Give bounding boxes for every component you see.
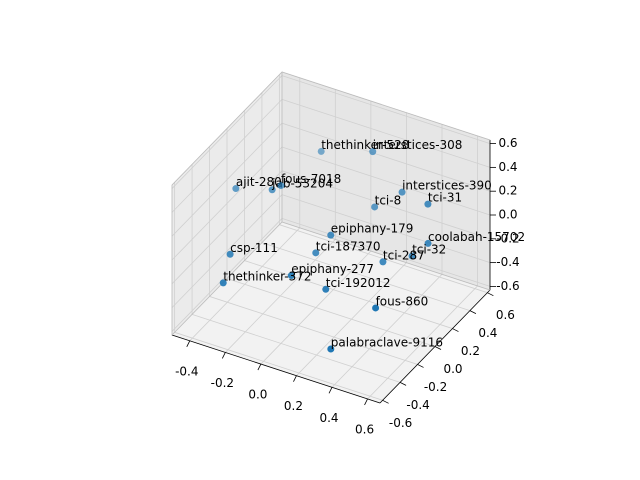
point — [219, 279, 227, 287]
point-label: thethinker-528 — [321, 138, 409, 152]
grid-line — [171, 218, 283, 332]
point-label: interstices-308 — [373, 138, 463, 152]
grid-line — [281, 75, 491, 144]
point — [327, 231, 335, 239]
grid-line — [171, 194, 283, 308]
grid-line — [174, 331, 383, 401]
point-label: fous-860 — [376, 294, 429, 308]
y-tick-label: -0.2 — [424, 380, 447, 394]
x-tick-label: -0.4 — [175, 364, 198, 378]
tick-mark — [221, 352, 226, 359]
tick-mark — [399, 382, 407, 386]
tick-mark — [186, 340, 191, 347]
x-tick-label: -0.2 — [211, 376, 234, 390]
point — [268, 186, 276, 194]
z-tick-label: 0.2 — [498, 184, 517, 198]
tick-mark — [364, 398, 368, 406]
grid-line — [171, 170, 283, 285]
point-label: tci-32 — [412, 243, 446, 257]
point-label: tci-8 — [375, 193, 402, 207]
point — [424, 239, 432, 247]
tick-mark — [434, 346, 442, 350]
point-label: ajit-280 — [236, 175, 282, 189]
point-label: palabraclave-9116 — [331, 335, 443, 349]
pane-edge — [171, 221, 283, 336]
pane-edge — [281, 71, 491, 141]
y-tick-label: 0.0 — [443, 362, 462, 376]
tick-mark — [328, 387, 333, 394]
tick-mark — [469, 310, 477, 314]
grid-line — [281, 218, 491, 287]
point-label: csp-111 — [230, 241, 278, 255]
x-axis-line — [171, 334, 381, 404]
pane-edge — [281, 221, 491, 291]
point — [372, 304, 380, 312]
grid-line — [191, 313, 401, 383]
point — [277, 182, 285, 190]
grid-line — [281, 194, 491, 263]
point — [398, 188, 406, 196]
z-tick-label: -0.2 — [496, 231, 519, 245]
point-label: epiphany-179 — [331, 222, 414, 236]
y-tick-label: 0.6 — [496, 308, 515, 322]
point-label: jab-53204 — [271, 176, 333, 190]
tick-mark — [293, 375, 297, 382]
y-tick-label: -0.4 — [406, 398, 429, 412]
tick-mark — [417, 364, 424, 368]
grid-line — [261, 242, 471, 312]
point-label: tci-31 — [428, 191, 462, 205]
point — [287, 272, 295, 280]
z-tick-label: 0.4 — [498, 160, 517, 174]
point-label: thethinker-372 — [223, 269, 311, 283]
grid-line — [209, 296, 418, 365]
x-tick-label: 0.2 — [284, 399, 303, 413]
pane-edge — [171, 71, 283, 186]
grid-line — [281, 170, 491, 240]
tick-mark — [487, 292, 494, 297]
point-label: tci-287 — [383, 248, 425, 262]
point — [232, 185, 240, 193]
grid-line — [171, 99, 283, 213]
grid-line — [171, 146, 283, 261]
y-tick-label: 0.4 — [478, 326, 497, 340]
z-tick-label: 0.6 — [498, 136, 517, 150]
y-tick-label: -0.6 — [389, 416, 412, 430]
point — [312, 249, 320, 257]
tick-mark — [452, 328, 459, 332]
tick-mark — [382, 399, 389, 404]
z-tick-label: -0.4 — [496, 255, 519, 269]
y-tick-label: 0.2 — [461, 344, 480, 358]
point-label: coolabah-15702 — [428, 230, 525, 244]
point — [369, 148, 377, 156]
point — [424, 200, 432, 208]
x-tick-label: 0.6 — [355, 422, 374, 436]
point-label: tci-192012 — [326, 276, 391, 290]
grid-line — [281, 122, 491, 192]
y-axis-line — [379, 289, 491, 404]
point — [322, 285, 330, 293]
point — [371, 203, 379, 211]
point-label: epiphany-277 — [291, 262, 374, 276]
point — [226, 250, 234, 258]
point — [379, 258, 387, 266]
grid-line — [281, 146, 491, 216]
point — [408, 252, 416, 260]
point — [317, 147, 325, 155]
point-label: tci-187370 — [316, 239, 381, 253]
grid-line — [244, 260, 453, 329]
point-label: fous-7018 — [281, 172, 341, 186]
grid-line — [226, 278, 436, 347]
grid-line — [171, 75, 283, 189]
x-tick-label: 0.0 — [248, 388, 267, 402]
point-label: interstices-390 — [402, 179, 492, 193]
tick-mark — [257, 363, 262, 371]
z-tick-label: 0.0 — [498, 208, 517, 222]
point — [327, 345, 335, 353]
grid-line — [171, 122, 283, 237]
z-tick-label: -0.6 — [496, 279, 519, 293]
x-tick-label: 0.4 — [319, 411, 338, 425]
grid-line — [281, 99, 491, 168]
